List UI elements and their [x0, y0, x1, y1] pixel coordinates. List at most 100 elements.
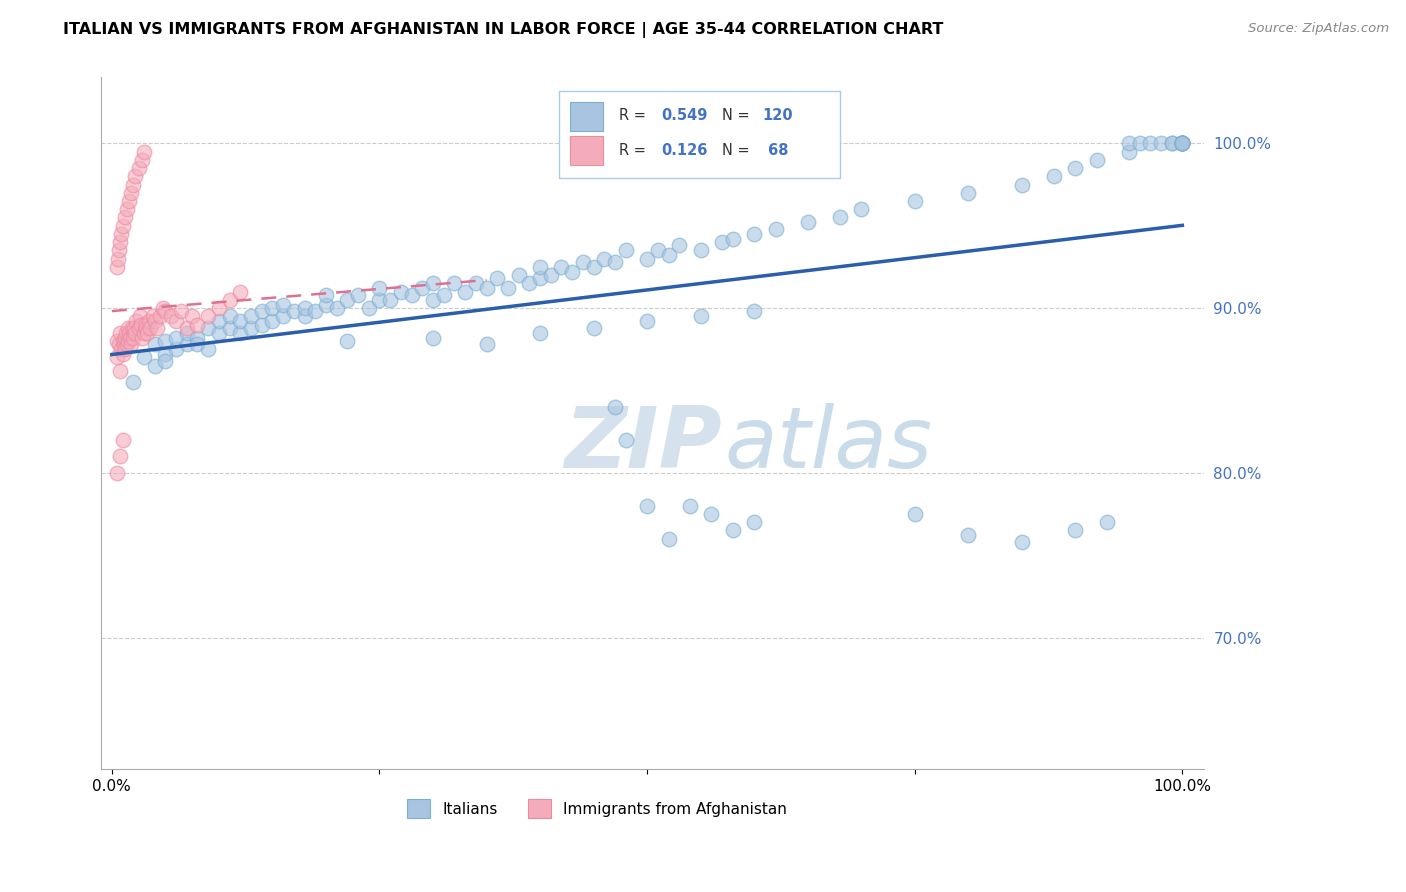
Point: [240, 321, 263, 335]
Point: [1171, 136, 1194, 151]
Point: [208, 326, 231, 340]
Point: [108, 337, 131, 351]
Point: [124, 321, 146, 335]
Point: [240, 310, 263, 324]
Point: [218, 321, 240, 335]
Point: [540, 268, 562, 282]
Point: [851, 202, 873, 217]
Point: [304, 304, 326, 318]
Point: [679, 499, 702, 513]
Point: [315, 298, 337, 312]
Point: [368, 293, 391, 307]
Point: [208, 301, 231, 315]
Point: [271, 298, 294, 312]
Point: [115, 202, 138, 217]
Point: [218, 310, 240, 324]
Text: 0.549: 0.549: [661, 108, 707, 123]
Text: N =: N =: [721, 143, 754, 158]
Point: [117, 321, 139, 335]
Point: [131, 153, 153, 167]
Point: [636, 314, 658, 328]
Point: [110, 235, 132, 249]
Point: [1150, 136, 1173, 151]
Point: [208, 314, 231, 328]
Point: [120, 337, 142, 351]
Point: [143, 337, 166, 351]
Point: [689, 244, 711, 258]
Point: [271, 310, 294, 324]
Point: [122, 331, 145, 345]
Point: [517, 277, 540, 291]
Point: [155, 304, 177, 318]
Point: [186, 318, 208, 332]
Point: [114, 326, 136, 340]
Point: [110, 450, 132, 464]
Point: [315, 288, 337, 302]
Point: [401, 288, 423, 302]
Point: [742, 227, 765, 241]
Text: 120: 120: [762, 108, 793, 123]
Point: [347, 288, 370, 302]
Point: [141, 310, 163, 324]
Point: [828, 211, 851, 225]
Point: [411, 281, 433, 295]
Point: [132, 351, 155, 365]
Point: [422, 293, 444, 307]
Point: [1139, 136, 1161, 151]
Point: [721, 524, 744, 538]
Point: [262, 314, 284, 328]
Point: [176, 326, 198, 340]
Point: [742, 515, 765, 529]
Point: [1011, 535, 1033, 549]
Point: [325, 301, 347, 315]
Point: [283, 304, 305, 318]
Point: [294, 301, 316, 315]
Point: [529, 271, 551, 285]
Point: [197, 321, 219, 335]
Point: [336, 293, 359, 307]
Point: [529, 260, 551, 274]
Point: [486, 271, 509, 285]
Point: [110, 343, 132, 357]
Point: [636, 252, 658, 266]
Point: [176, 321, 198, 335]
FancyBboxPatch shape: [558, 91, 839, 178]
Point: [657, 248, 679, 262]
Point: [454, 285, 477, 299]
Point: [186, 331, 208, 345]
Point: [159, 310, 181, 324]
Point: [1118, 145, 1140, 159]
Text: R =: R =: [620, 108, 651, 123]
Point: [443, 277, 465, 291]
Point: [250, 318, 273, 332]
Point: [110, 227, 132, 241]
Point: [603, 400, 626, 414]
Point: [115, 337, 138, 351]
Point: [529, 326, 551, 340]
Point: [904, 507, 927, 521]
Point: [135, 321, 157, 335]
Point: [1085, 153, 1108, 167]
Text: 68: 68: [762, 143, 789, 158]
Point: [1064, 524, 1087, 538]
Point: [176, 337, 198, 351]
Point: [550, 260, 572, 274]
Point: [464, 277, 486, 291]
Point: [957, 528, 980, 542]
Point: [136, 326, 159, 340]
Point: [357, 301, 380, 315]
Point: [146, 321, 169, 335]
Point: [121, 321, 143, 335]
Point: [1043, 169, 1066, 184]
Point: [647, 244, 669, 258]
Point: [132, 145, 155, 159]
Point: [1171, 136, 1194, 151]
Point: [1011, 178, 1033, 192]
Point: [475, 281, 498, 295]
Point: [496, 281, 519, 295]
FancyBboxPatch shape: [569, 102, 603, 131]
Point: [668, 238, 690, 252]
Point: [508, 268, 530, 282]
Point: [1171, 136, 1194, 151]
Point: [143, 314, 166, 328]
